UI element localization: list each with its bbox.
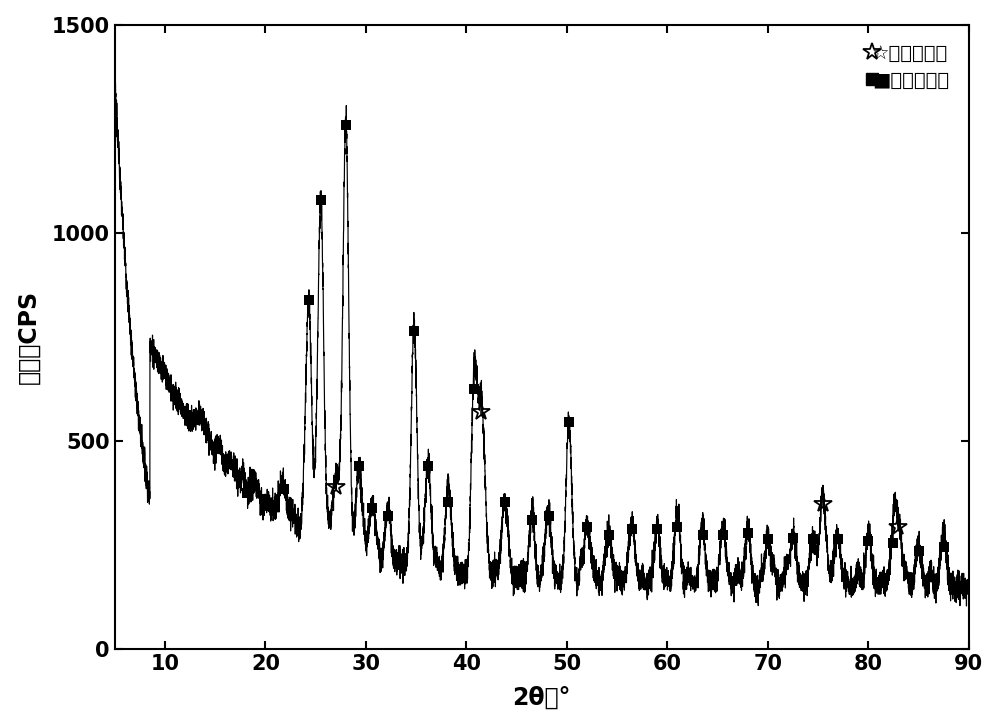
Legend: ☆六方氮化硷, ■单斜锥长石: ☆六方氮化硷, ■单斜锥长石: [862, 34, 959, 99]
X-axis label: 2θ，°: 2θ，°: [513, 685, 571, 709]
Y-axis label: 强度，CPS: 强度，CPS: [17, 290, 41, 384]
